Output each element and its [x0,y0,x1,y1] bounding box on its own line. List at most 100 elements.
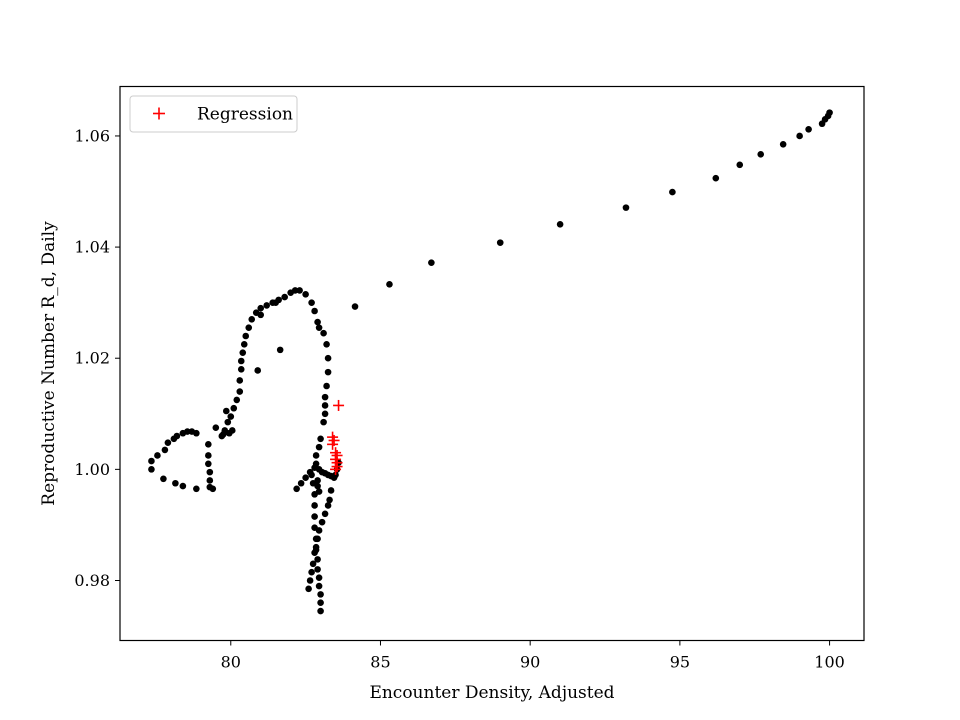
data-point [170,435,178,443]
data-point [230,404,238,412]
data-point [205,460,212,468]
data-point [320,329,327,337]
regression-point [331,461,343,473]
data-point [315,574,323,582]
data-point [318,518,326,526]
y-tick-label: 0.98 [74,571,110,590]
data-point [236,388,244,395]
data-point [312,452,320,459]
data-point [272,299,279,306]
data-point [148,466,155,473]
data-point [206,468,214,476]
data-point [796,132,803,140]
data-point [312,460,320,468]
data-point [556,221,564,228]
data-point [212,424,220,431]
data-point [245,324,253,331]
data-point [712,174,720,182]
x-axis: 80 85 90 95 100 [221,640,845,672]
x-axis-title: Encounter Density, Adjusted [369,683,614,703]
data-point [317,607,324,615]
data-point [242,332,250,340]
data-point [351,303,359,310]
x-tick-label: 80 [221,653,241,672]
data-point [321,393,329,401]
data-point [306,468,314,476]
data-point [254,367,262,374]
data-point [248,316,256,323]
data-point [233,396,241,404]
data-point [323,341,330,348]
data-point [237,366,245,373]
data-point [206,483,214,491]
y-tick-label: 1.04 [74,238,110,257]
data-point [324,502,332,509]
data-point [276,346,284,354]
data-point [237,357,245,365]
data-point [317,599,324,607]
data-point [315,582,323,590]
data-point [818,120,826,128]
y-tick-label: 1.06 [74,126,110,145]
data-point [219,431,227,438]
data-point [257,311,265,319]
plot-frame [119,85,865,642]
data-point [306,577,314,584]
data-point [805,125,812,133]
data-point [314,482,321,490]
data-point [496,239,504,246]
regression-point [330,463,342,475]
data-point [148,457,155,465]
regression-point [333,399,345,411]
data-point [236,377,244,384]
data-point [281,293,288,301]
data-point [779,140,787,148]
data-point [305,585,312,593]
data-point [222,407,230,415]
data-point [311,513,318,520]
data-point [321,510,329,518]
data-point [314,566,321,573]
y-axis-title: Reproductive Number R_d, Daily [39,221,59,506]
legend: Regression [129,95,298,133]
data-point [179,429,187,437]
y-tick-label: 1.00 [74,460,110,479]
data-point [321,402,329,409]
data-point [309,560,317,568]
data-point [287,289,294,296]
series-1 [327,399,345,475]
x-tick-label: 85 [370,653,390,672]
data-point [311,524,318,531]
data-point [302,291,309,298]
data-point [386,281,393,288]
data-point [224,418,232,426]
data-point [315,443,323,451]
data-point [193,485,200,493]
data-point [428,259,435,266]
data-point [206,477,214,484]
points-layer [148,109,833,615]
regression-point [327,438,339,450]
data-point [240,341,248,348]
y-tick-label: 1.02 [74,349,110,368]
data-point [161,446,169,454]
data-point [308,299,315,306]
data-point [263,302,271,309]
data-point [324,368,332,376]
x-tick-label: 90 [520,653,540,672]
data-point [205,452,212,459]
data-point [312,535,320,543]
data-point [293,485,300,493]
y-axis: 0.98 1.00 1.02 1.04 1.06 [74,126,120,590]
data-point [311,502,318,509]
data-point [315,324,323,331]
data-point [321,410,329,418]
data-point [326,496,333,504]
data-point [297,479,305,487]
data-point [154,452,161,459]
data-point [308,568,315,576]
x-tick-label: 95 [670,653,690,672]
data-point [317,435,324,443]
data-point [314,318,321,326]
